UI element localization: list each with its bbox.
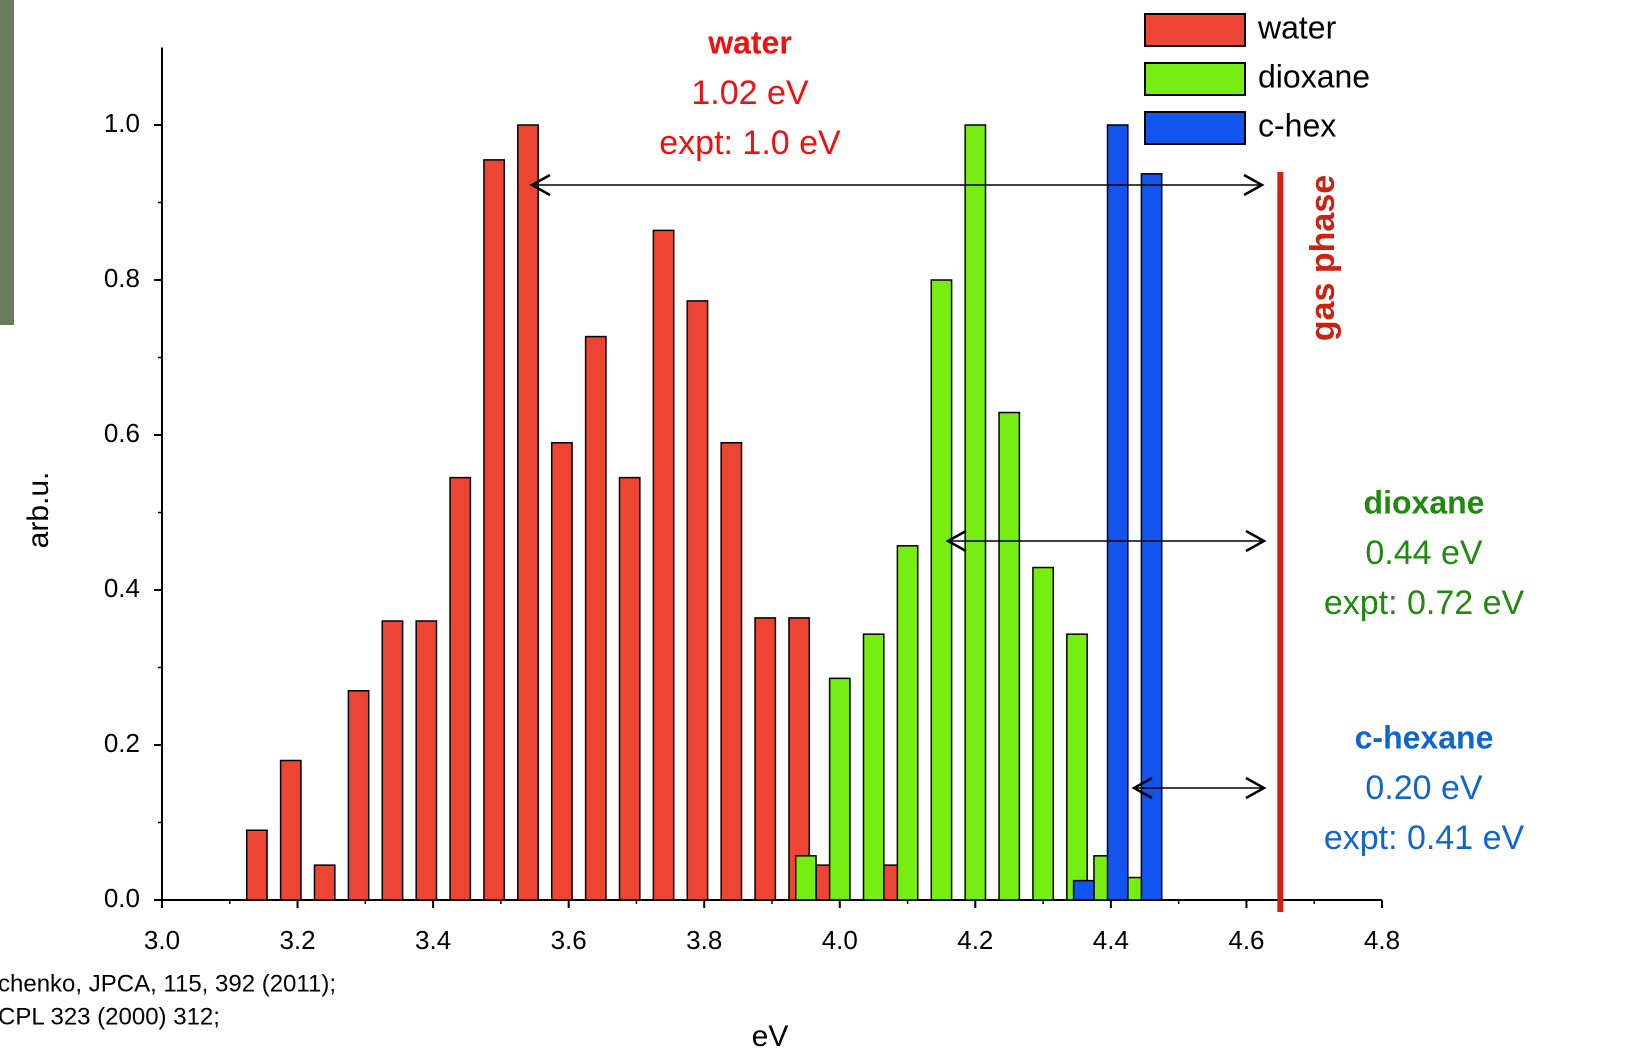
x-tick-label: 4.2	[957, 925, 993, 955]
x-tick-label: 3.2	[279, 925, 315, 955]
annotation: expt: 0.41 eV	[1324, 819, 1525, 857]
y-tick-label: 0.6	[104, 418, 140, 448]
annotation: 0.44 eV	[1365, 534, 1483, 572]
bar	[550, 442, 573, 901]
legend-label: water	[1257, 9, 1337, 45]
bar	[930, 279, 953, 901]
annotation: 0.20 eV	[1365, 769, 1483, 807]
legend-swatch	[1144, 13, 1246, 47]
bar	[517, 124, 539, 901]
gas-phase-label: gas phase	[1304, 175, 1342, 341]
citation: chenko, JPCA, 115, 392 (2011);	[0, 970, 336, 997]
annotation: dioxane	[1364, 484, 1485, 520]
bar	[686, 300, 709, 901]
x-tick-label: 3.6	[551, 925, 587, 955]
legend-swatch	[1144, 111, 1246, 145]
bar	[1140, 173, 1163, 901]
annotation: c-hexane	[1355, 719, 1494, 755]
x-axis-label: eV	[752, 1020, 789, 1053]
arrow-head	[529, 173, 551, 197]
bar	[862, 633, 885, 901]
y-tick-label: 0.4	[104, 573, 140, 603]
x-tick-label: 3.0	[144, 925, 180, 955]
bar	[896, 545, 919, 901]
bar	[652, 229, 675, 901]
arrow-head	[1245, 529, 1267, 553]
legend-swatch	[1144, 62, 1246, 96]
y-axis-label: arb.u.	[22, 472, 55, 549]
bar	[483, 159, 506, 901]
y-tick-label: 0.8	[104, 263, 140, 293]
bar	[347, 690, 370, 901]
bar	[618, 476, 641, 901]
annotation: expt: 1.0 eV	[659, 124, 841, 162]
y-tick-label: 0.0	[104, 883, 140, 913]
bar	[998, 411, 1021, 901]
legend-label: dioxane	[1258, 58, 1370, 94]
bar	[1106, 124, 1129, 901]
bar	[794, 855, 817, 901]
x-tick-label: 3.4	[415, 925, 451, 955]
bar	[279, 759, 302, 901]
arrow-head	[1245, 776, 1267, 800]
bar	[964, 124, 987, 901]
annotation: expt: 0.72 eV	[1324, 584, 1525, 622]
annotation: water	[707, 24, 792, 60]
arrow-head	[945, 529, 967, 553]
bar	[828, 677, 851, 901]
bar	[449, 476, 472, 901]
y-tick-label: 1.0	[104, 108, 140, 138]
arrow-head	[1131, 776, 1153, 800]
bar	[313, 864, 336, 901]
bar	[584, 335, 607, 901]
bar	[754, 617, 777, 901]
x-tick-label: 4.6	[1228, 925, 1264, 955]
bar	[1032, 566, 1055, 901]
legend-label: c-hex	[1258, 107, 1336, 143]
bar	[720, 442, 743, 901]
x-tick-label: 4.4	[1093, 925, 1129, 955]
x-tick-label: 4.0	[822, 925, 858, 955]
bar	[1066, 633, 1088, 901]
x-tick-label: 3.8	[686, 925, 722, 955]
y-tick-label: 0.2	[104, 728, 140, 758]
bar	[381, 620, 404, 901]
bar	[415, 620, 438, 901]
bar	[1072, 879, 1095, 901]
photo-fragment	[0, 0, 14, 325]
citation: CPL 323 (2000) 312;	[0, 1003, 220, 1030]
arrow-head	[1243, 173, 1265, 197]
bar	[245, 829, 268, 901]
annotation: 1.02 eV	[691, 74, 809, 112]
x-tick-label: 4.8	[1364, 925, 1400, 955]
